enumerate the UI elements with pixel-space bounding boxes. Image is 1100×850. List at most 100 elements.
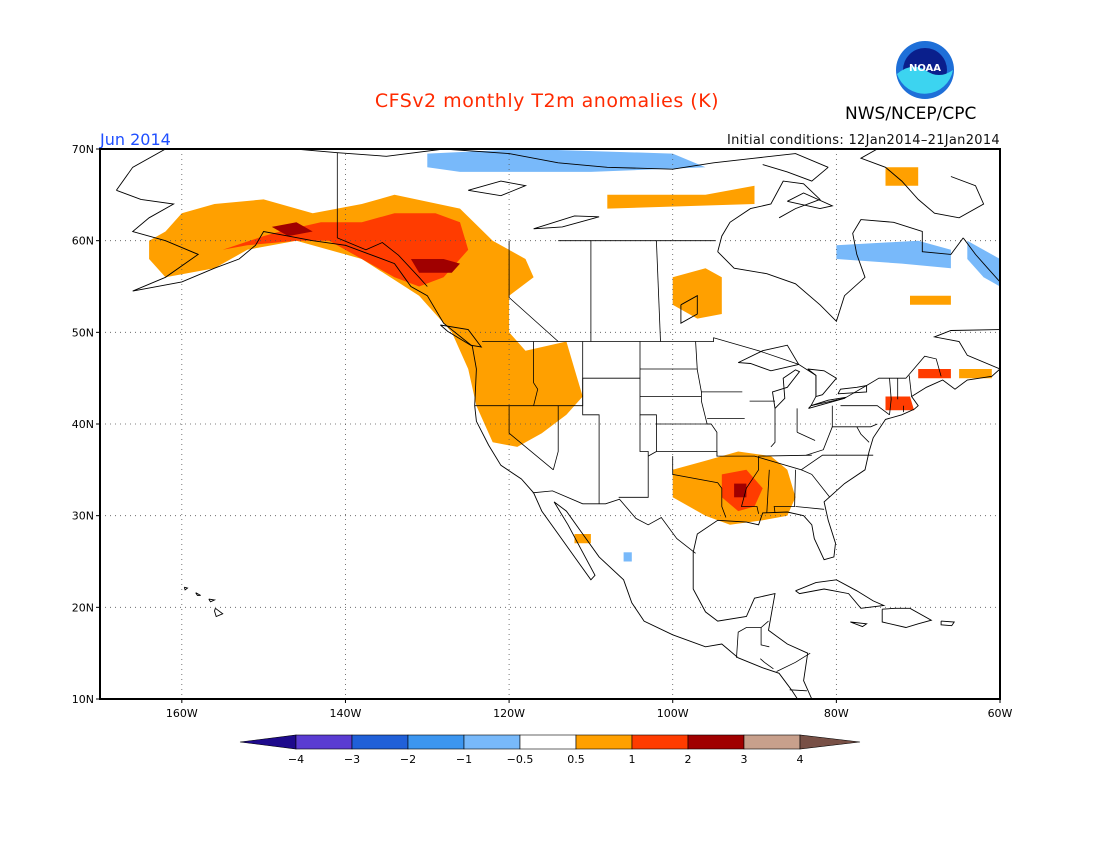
coastline xyxy=(116,189,799,699)
forecast-month: Jun 2014 xyxy=(100,130,171,149)
political-border xyxy=(801,469,831,498)
coastline xyxy=(116,149,829,191)
coastline xyxy=(692,237,1000,699)
lon-label: 100W xyxy=(657,707,689,720)
colorbar-segment xyxy=(295,734,353,750)
political-border xyxy=(508,240,559,342)
political-border xyxy=(776,652,811,672)
political-border xyxy=(831,405,878,428)
noaa-logo-text: NOAA xyxy=(909,63,941,74)
lon-label: 160W xyxy=(166,707,198,720)
political-border xyxy=(618,414,649,498)
political-border xyxy=(582,341,600,504)
anomaly-region-maine xyxy=(918,369,951,379)
colorbar-label: −3 xyxy=(344,753,360,766)
colorbar-segment xyxy=(743,734,801,750)
lon-label: 60W xyxy=(988,707,1013,720)
lat-label: 30N xyxy=(72,510,94,523)
colorbar-label: −2 xyxy=(400,753,416,766)
coastline xyxy=(468,180,528,197)
coastline xyxy=(717,180,821,252)
colorbar-arrow-low xyxy=(239,734,297,750)
coastline xyxy=(940,620,956,627)
colorbar-segment xyxy=(463,734,521,750)
political-border xyxy=(795,506,825,510)
political-border xyxy=(760,627,770,648)
political-border xyxy=(796,431,816,441)
political-border xyxy=(908,375,912,397)
colorbar-label: 3 xyxy=(741,753,748,766)
colorbar-arrow-high xyxy=(799,734,861,750)
political-border xyxy=(482,337,942,407)
anomaly-region-mississippi-core2 xyxy=(734,483,747,498)
colorbar-label: 4 xyxy=(797,753,804,766)
political-border xyxy=(656,240,661,342)
anomaly-region-baja xyxy=(574,534,591,544)
lat-label: 60N xyxy=(72,235,94,248)
political-border xyxy=(533,341,539,406)
coastline xyxy=(881,607,933,628)
anomaly-region-mexico-cool xyxy=(623,552,632,562)
lon-label: 80W xyxy=(824,707,849,720)
coastlines xyxy=(116,149,1060,699)
political-border xyxy=(758,454,812,457)
coastline xyxy=(214,607,224,618)
political-border xyxy=(552,405,559,470)
anomaly-region-core xyxy=(410,259,460,273)
anomaly-region-new-england xyxy=(885,396,915,411)
anomaly-region-alaska xyxy=(149,194,583,447)
political-border xyxy=(805,426,833,456)
political-border xyxy=(773,469,796,513)
political-border xyxy=(889,378,892,415)
political-border xyxy=(337,237,428,287)
coastline xyxy=(795,579,886,609)
coastline xyxy=(859,149,985,219)
coastline xyxy=(440,324,483,348)
political-border xyxy=(856,426,870,443)
colorbar-segment xyxy=(687,734,745,750)
political-border xyxy=(672,456,727,518)
coastline xyxy=(208,598,217,603)
longitude-labels: 160W 140W 120W 100W 80W 60W xyxy=(166,699,1013,720)
political-border xyxy=(648,451,657,457)
map-title: CFSv2 monthly T2m anomalies (K) xyxy=(374,90,720,112)
coastline xyxy=(717,219,964,323)
colorbar-segment xyxy=(351,734,409,750)
agency-label: NWS/NCEP/CPC xyxy=(845,104,977,124)
colorbar-segment xyxy=(407,734,465,750)
political-border xyxy=(766,469,770,513)
anomaly-region-hudson-west xyxy=(672,268,722,319)
colorbar-segment xyxy=(519,734,577,750)
noaa-logo: NOAA xyxy=(896,41,954,99)
anomaly-region-nova-scotia xyxy=(959,369,992,379)
colorbar-label: 1 xyxy=(629,753,636,766)
political-border xyxy=(840,405,890,416)
anomaly-region-labrador xyxy=(910,295,951,305)
political-border xyxy=(789,689,807,692)
coastline xyxy=(837,384,868,395)
colorbar-label: 2 xyxy=(685,753,692,766)
colorbar-label: −1 xyxy=(456,753,472,766)
political-border xyxy=(532,490,696,554)
political-border xyxy=(695,341,718,457)
coastline xyxy=(787,192,834,210)
anomaly-region-core2 xyxy=(271,222,313,237)
lon-label: 120W xyxy=(493,707,525,720)
political-border xyxy=(740,456,759,514)
lat-label: 10N xyxy=(72,693,94,706)
coastline xyxy=(771,369,801,409)
anomaly-region-north-arctic xyxy=(607,185,755,209)
political-border xyxy=(760,658,774,670)
coastline xyxy=(183,586,189,591)
coastline xyxy=(680,294,698,324)
colorbar: −4 −3 −2 −1 −0.5 0.5 1 2 3 4 xyxy=(239,734,861,766)
colorbar-label: −0.5 xyxy=(507,753,534,766)
coastline xyxy=(195,592,201,596)
latitude-labels: 70N 60N 50N 40N 30N 20N 10N xyxy=(72,143,100,706)
colorbar-label: 0.5 xyxy=(567,753,585,766)
political-border xyxy=(736,620,769,658)
anomaly-region-arctic-cool xyxy=(427,149,706,172)
lat-label: 70N xyxy=(72,143,94,156)
coastline xyxy=(1005,318,1060,361)
